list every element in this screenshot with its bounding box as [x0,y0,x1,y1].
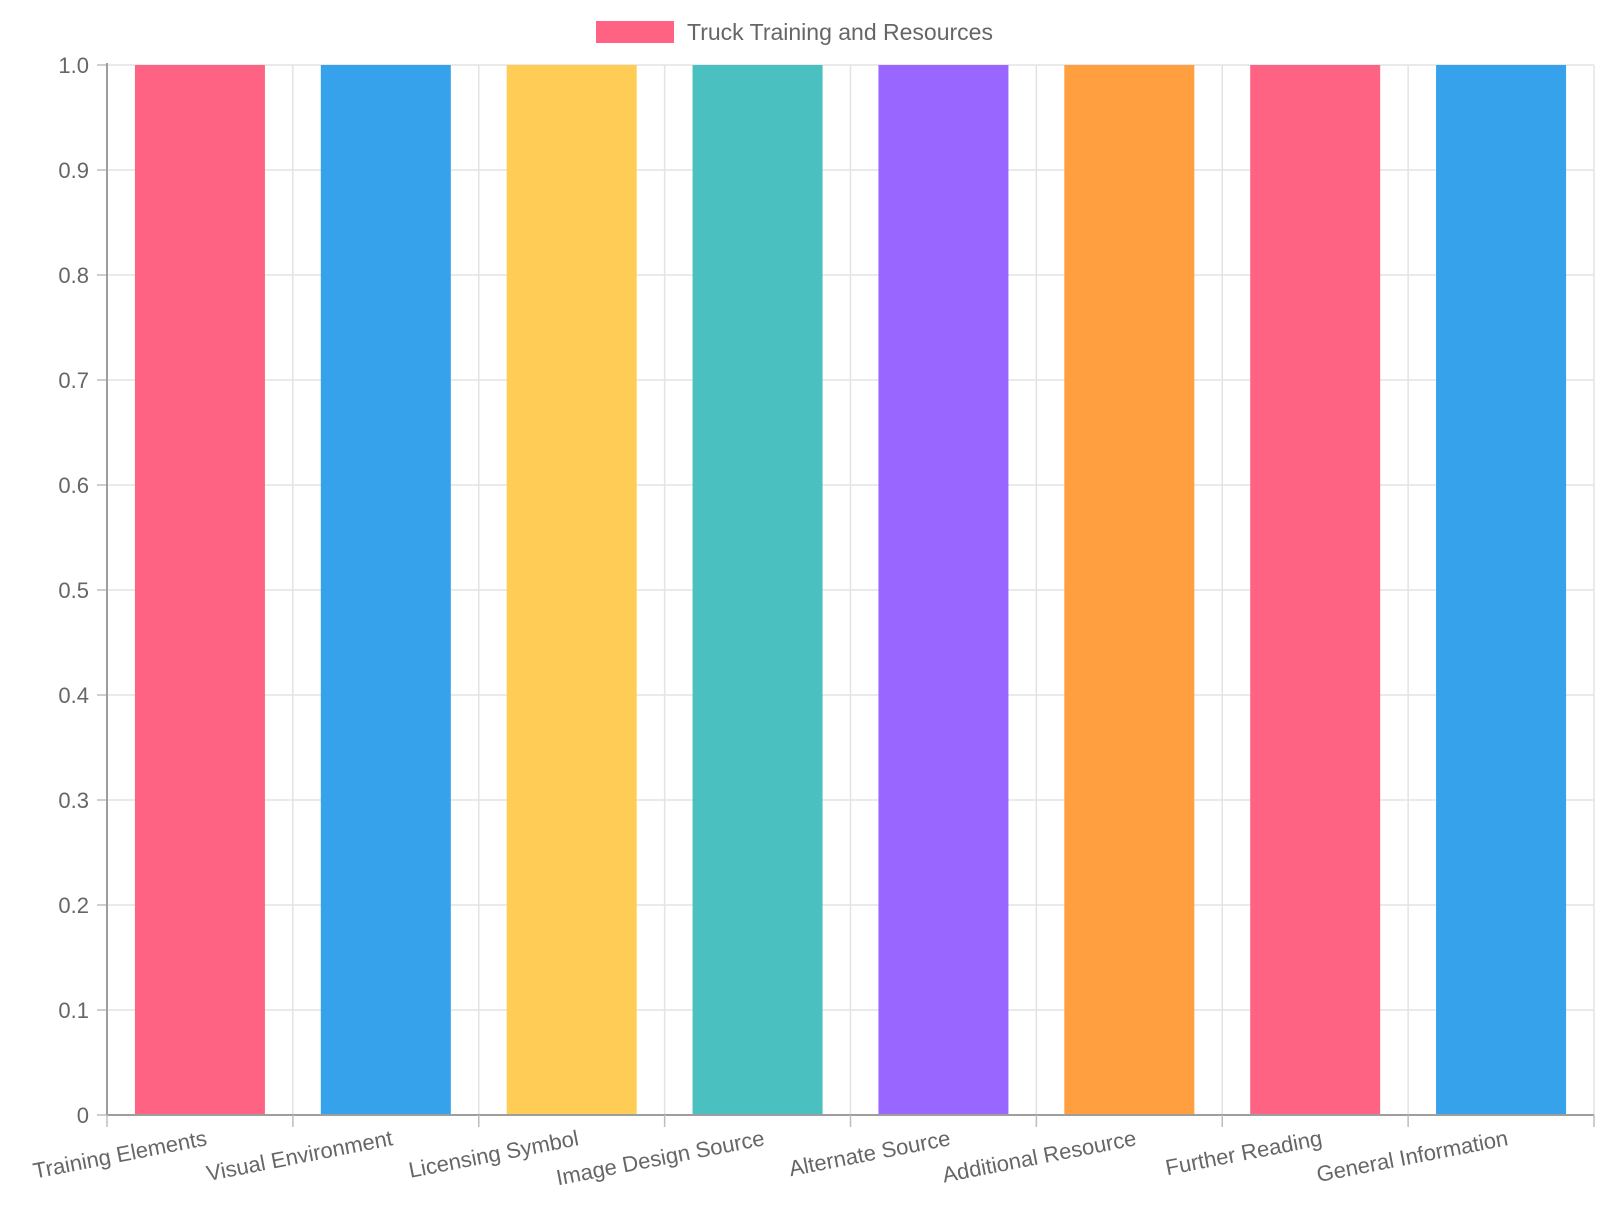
axes-layer [97,63,1595,1127]
x-tick-label: Training Elements [31,1125,209,1183]
x-tick-label: Further Reading [1163,1125,1324,1180]
y-tick-label: 0.9 [58,158,89,183]
bar-alternate-source[interactable] [878,65,1009,1115]
x-tick-label: Additional Resource [940,1125,1138,1187]
y-tick-label: 0.3 [58,788,89,813]
y-tick-label: 0.8 [58,263,89,288]
x-tick-label: Alternate Source [787,1125,953,1181]
bar-further-reading[interactable] [1250,65,1381,1115]
bar-image-design-source[interactable] [692,65,823,1115]
y-tick-label: 0.4 [58,683,89,708]
bar-training-elements[interactable] [134,65,265,1115]
bar-general-information[interactable] [1436,65,1567,1115]
bar-visual-environment[interactable] [320,65,451,1115]
legend-label[interactable]: Truck Training and Resources [687,19,993,45]
bar-licensing-symbol[interactable] [506,65,637,1115]
legend-swatch[interactable] [596,21,674,43]
y-tick-label: 0.5 [58,578,89,603]
y-tick-label: 1.0 [58,53,89,78]
x-tick-label: General Information [1314,1125,1510,1187]
y-tick-label: 0.7 [58,368,89,393]
y-tick-label: 0.2 [58,893,89,918]
x-tick-label: Visual Environment [204,1125,394,1186]
y-tick-label: 0 [77,1103,89,1128]
bar-additional-resource[interactable] [1064,65,1195,1115]
x-tick-label: Licensing Symbol [407,1125,581,1182]
bars-layer [134,65,1567,1115]
y-tick-label: 0.6 [58,473,89,498]
legend[interactable]: Truck Training and Resources [596,19,993,45]
x-tick-label: Image Design Source [554,1125,766,1190]
y-tick-label: 0.1 [58,998,89,1023]
